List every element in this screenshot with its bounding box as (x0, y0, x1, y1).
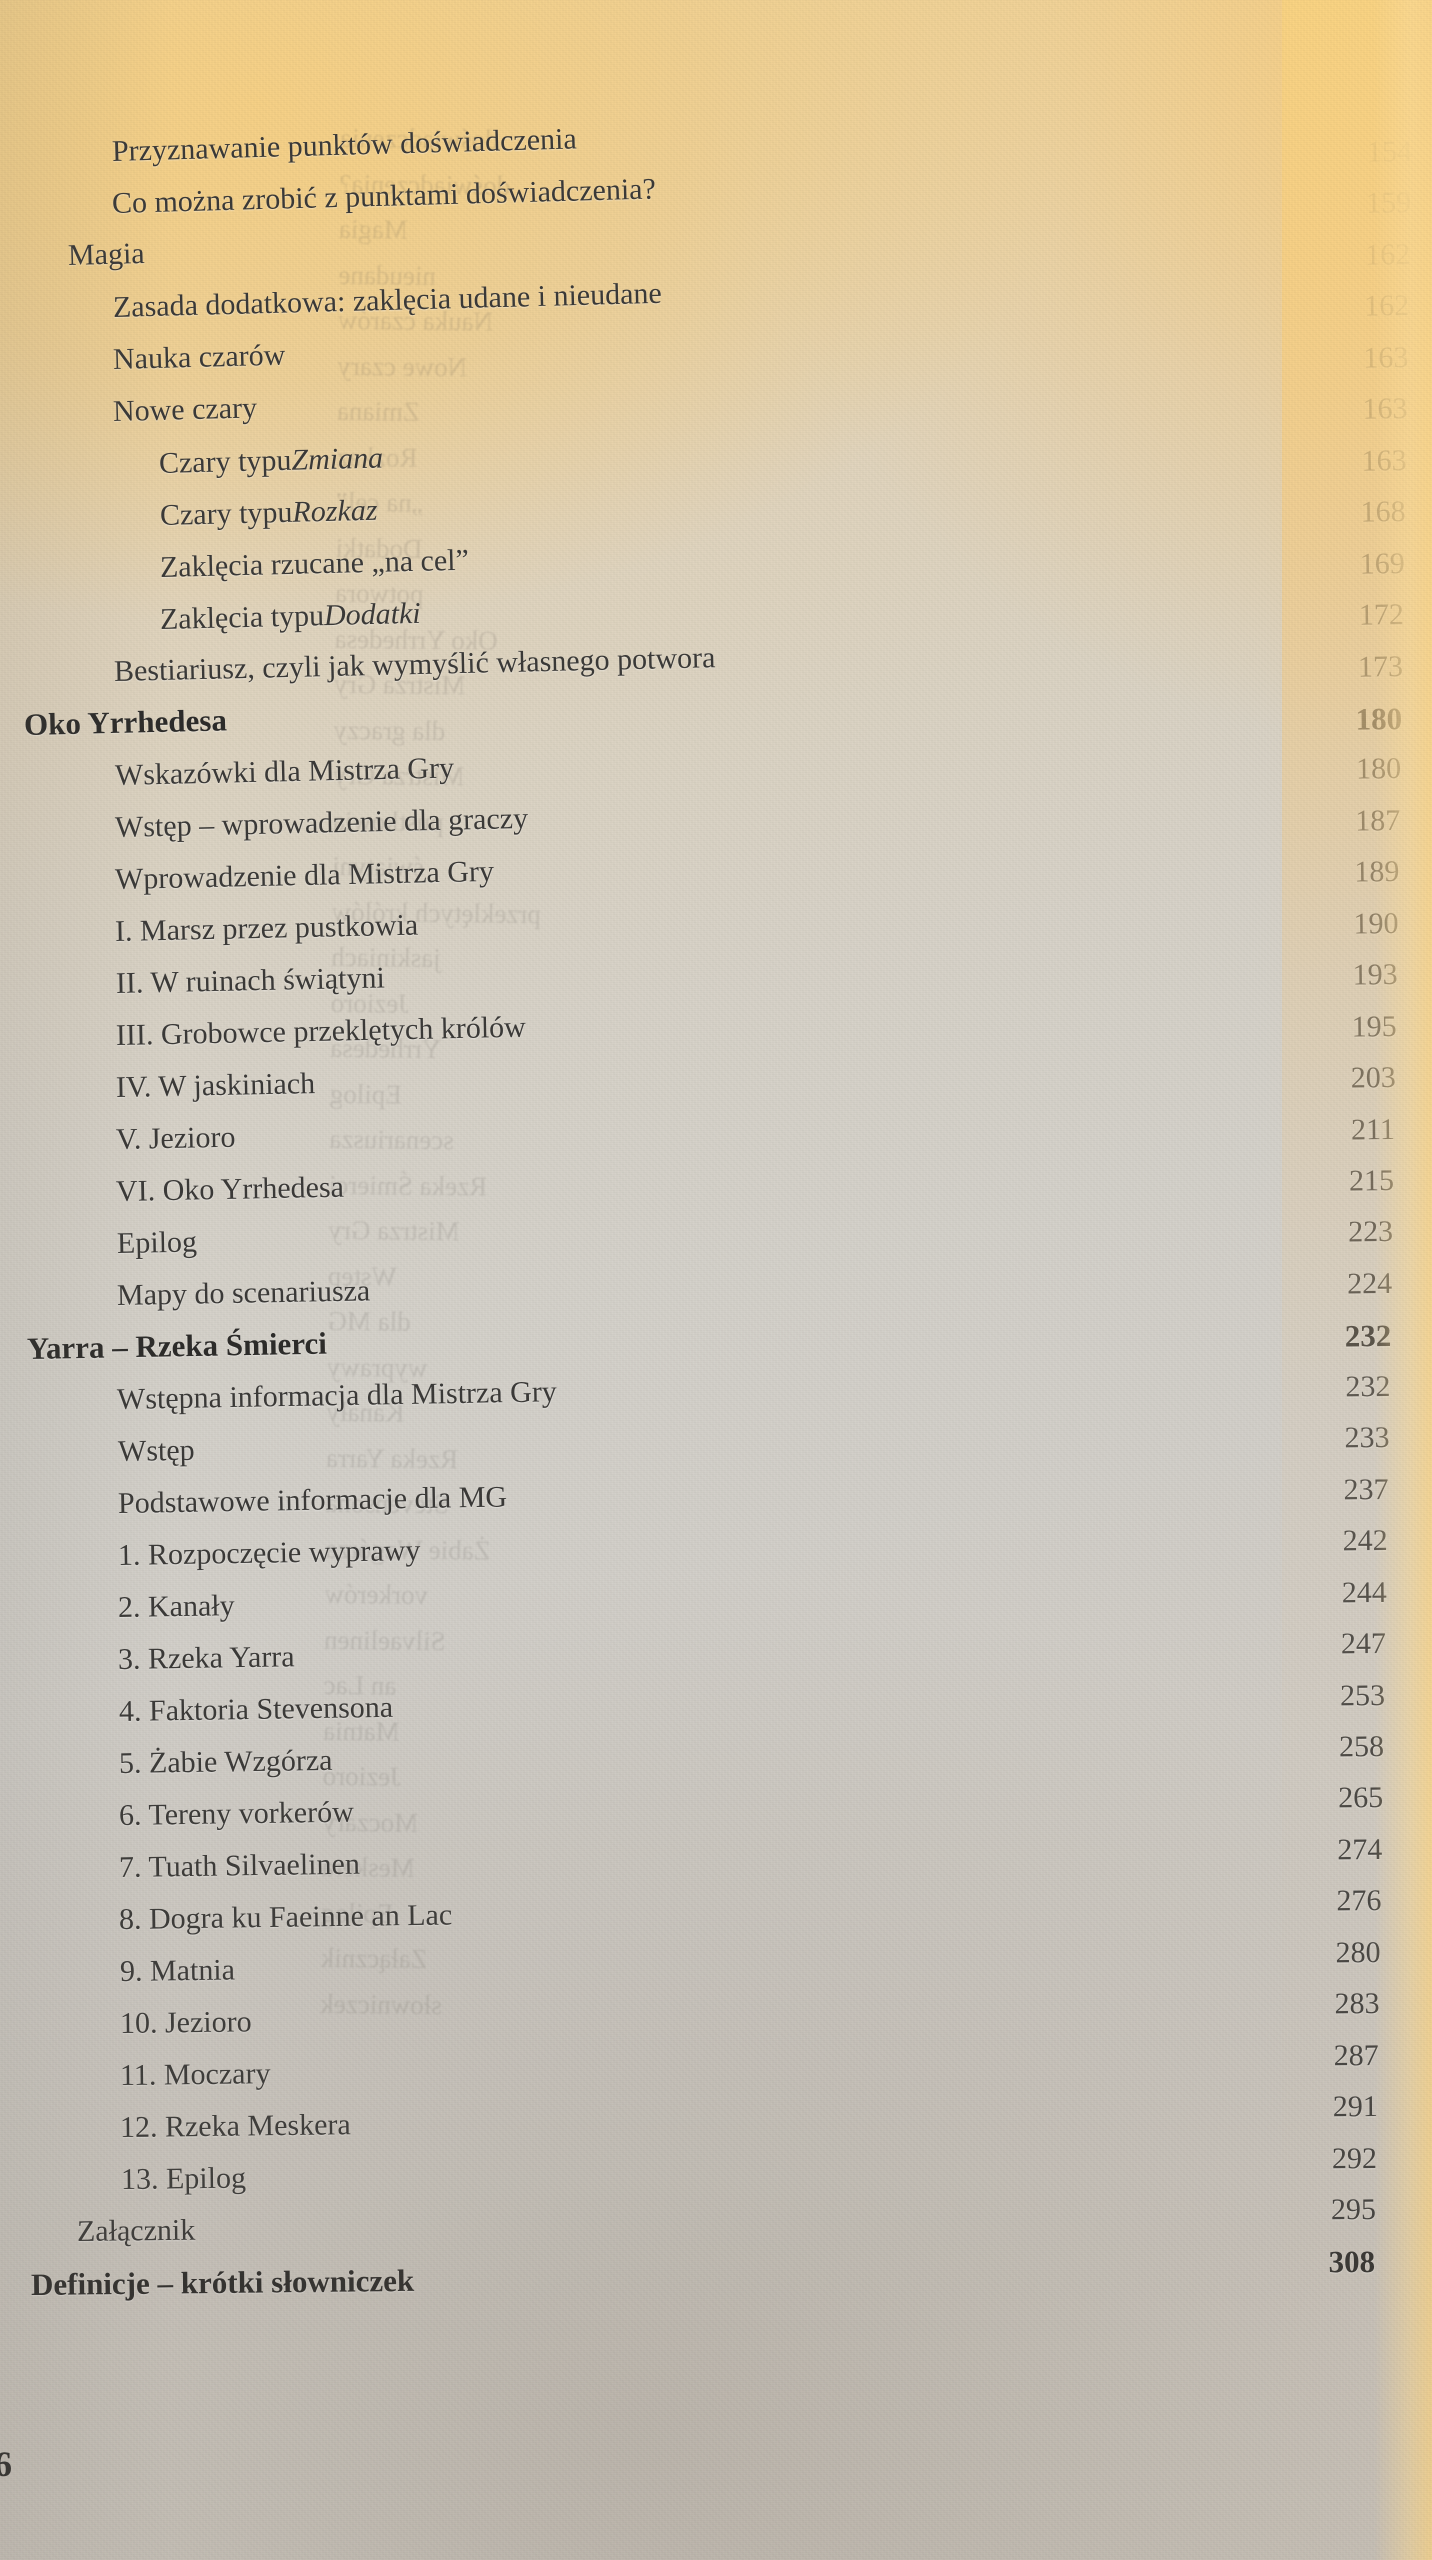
toc-entry-page-number: 247 (0, 1627, 1386, 1673)
page-number-value: 274 (1337, 1832, 1383, 1867)
page-number-value: 242 (1342, 1524, 1388, 1558)
page-number-value: 233 (1344, 1421, 1390, 1455)
toc-entry-page-number: 233 (0, 1421, 1390, 1468)
toc-entry-page-number: 232 (0, 1370, 1391, 1417)
page-number-value: 211 (1350, 1112, 1396, 1147)
toc-entry-page-number: 295 (0, 2193, 1376, 2235)
page-number-value: 295 (1330, 2193, 1377, 2227)
page-number-value: 190 (1353, 906, 1399, 941)
toc-entry-page-number: 265 (0, 1781, 1383, 1826)
toc-entry-page-number: 292 (0, 2142, 1377, 2185)
page-folio-number: 6 (0, 2444, 12, 2484)
page-number-value: 163 (1362, 392, 1408, 426)
page-number-value: 189 (1354, 855, 1400, 889)
page-number-value: 180 (1355, 752, 1402, 786)
toc-entry-page-number: 274 (0, 1833, 1382, 1878)
page-number-value: 265 (1338, 1781, 1384, 1815)
page-number-value: 232 (1344, 1318, 1392, 1354)
page-number-value: 163 (1361, 443, 1407, 478)
page-number-value: 180 (1355, 700, 1403, 737)
toc-entry-page-number: 211 (0, 1113, 1395, 1162)
page-number-value: 195 (1351, 1009, 1397, 1044)
toc-entry-page-number: 232 (0, 1318, 1392, 1368)
page-number-value: 162 (1364, 289, 1410, 323)
page-number-value: 287 (1333, 2038, 1379, 2072)
toc-entry-page-number: 237 (0, 1473, 1389, 1520)
page-number-value: 169 (1359, 546, 1406, 581)
page-number-value: 292 (1331, 2141, 1377, 2175)
page-number-value: 308 (1328, 2244, 1376, 2280)
toc-entry-page-number: 291 (0, 2090, 1378, 2133)
toc-entry-page-number: 244 (0, 1576, 1387, 1622)
page-number-value: 163 (1363, 340, 1409, 375)
toc-entry-page-number: 308 (0, 2244, 1375, 2288)
page-number-value: 247 (1340, 1627, 1387, 1661)
toc-entry-page-number: 253 (0, 1679, 1385, 1725)
page-number-value: 223 (1347, 1215, 1394, 1249)
page-number-value: 159 (1365, 186, 1412, 221)
page-number-value: 280 (1335, 1935, 1381, 1970)
toc-entry-page-number: 258 (0, 1730, 1384, 1775)
toc-entry-page-number: 215 (0, 1164, 1394, 1213)
page-number-value: 162 (1364, 237, 1411, 272)
page-number-value: 168 (1360, 495, 1406, 529)
page-number-value: 244 (1341, 1575, 1387, 1609)
page-number-value: 187 (1355, 803, 1401, 838)
toc-entry-page-number: 223 (0, 1215, 1393, 1263)
page-number-value: 215 (1348, 1164, 1395, 1198)
page-number-value: 276 (1336, 1884, 1382, 1918)
toc-entry-page-number: 162 (0, 238, 1410, 292)
page-number-value: 154 (1366, 135, 1413, 169)
page-number-value: 283 (1334, 1987, 1380, 2021)
page-number-value: 253 (1339, 1678, 1386, 1712)
page-number-value: 237 (1343, 1472, 1389, 1507)
toc-entry-page-number: 280 (0, 1936, 1381, 1980)
page-number-value: 232 (1345, 1369, 1391, 1404)
toc-entry-page-number: 242 (0, 1524, 1388, 1571)
page-number-value: 258 (1338, 1729, 1385, 1764)
toc-entry-page-number: 287 (0, 2039, 1379, 2082)
toc-entry-page-number: 224 (0, 1267, 1392, 1315)
page-number-value: 203 (1350, 1061, 1396, 1095)
page-number-value: 291 (1332, 2090, 1378, 2124)
page-number-value: 224 (1347, 1266, 1393, 1301)
toc-entry-page-number: 276 (0, 1884, 1382, 1928)
toc-entry-page-number: 283 (0, 1987, 1380, 2031)
page-number-value: 173 (1357, 649, 1404, 684)
page-number-value: 193 (1352, 958, 1398, 992)
page-number-value: 172 (1358, 598, 1405, 632)
